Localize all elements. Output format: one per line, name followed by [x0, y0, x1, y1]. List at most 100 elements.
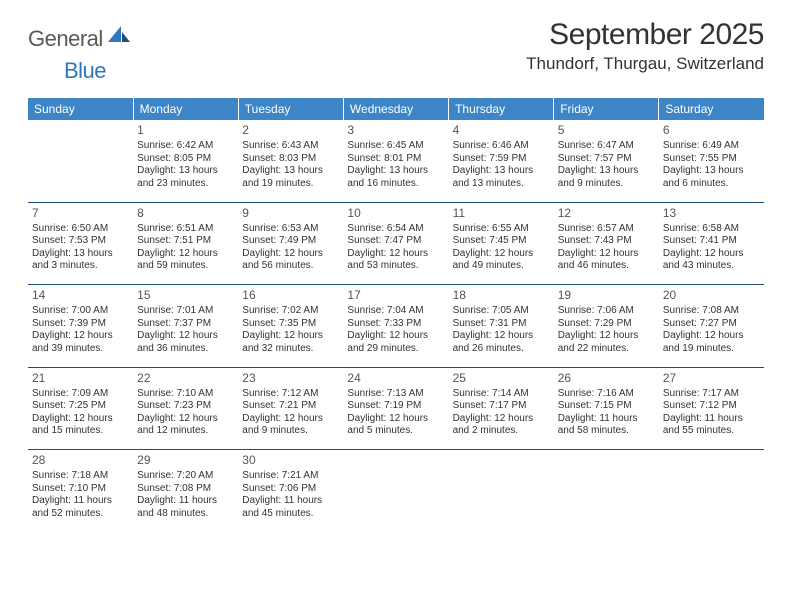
daylight: Daylight: 12 hours and 49 minutes. — [453, 248, 550, 273]
sunset: Sunset: 7:43 PM — [558, 235, 655, 248]
day-cell: 30 Sunrise: 7:21 AMSunset: 7:06 PMDayligh… — [238, 450, 343, 532]
sunrise: Sunrise: 7:21 AM — [242, 470, 339, 483]
daylight: Daylight: 12 hours and 59 minutes. — [137, 248, 234, 273]
day-cell: 1Sunrise: 6:42 AMSunset: 8:05 PMDaylight… — [133, 120, 238, 202]
sunset: Sunset: 7:33 PM — [347, 318, 444, 331]
day-number: 25 — [453, 371, 550, 386]
day-number: 8 — [137, 206, 234, 221]
sunset: Sunset: 7:51 PM — [137, 235, 234, 248]
day-header-row: SundayMondayTuesdayWednesdayThursdayFrid… — [28, 98, 764, 120]
daylight: Daylight: 13 hours and 9 minutes. — [558, 165, 655, 190]
sunrise: Sunrise: 7:18 AM — [32, 470, 129, 483]
sunset: Sunset: 7:31 PM — [453, 318, 550, 331]
sunrise: Sunrise: 7:06 AM — [558, 305, 655, 318]
day-number: 7 — [32, 206, 129, 221]
sunrise: Sunrise: 6:58 AM — [663, 223, 760, 236]
calendar-page: General September 2025 Thundorf, Thurgau… — [0, 0, 792, 532]
sunrise: Sunrise: 7:04 AM — [347, 305, 444, 318]
day-cell: 20Sunrise: 7:08 AMSunset: 7:27 PMDayligh… — [659, 285, 764, 367]
day-cell: 9Sunrise: 6:53 AMSunset: 7:49 PMDaylight… — [238, 203, 343, 285]
day-number: 12 — [558, 206, 655, 221]
day-number: 28 — [32, 453, 129, 468]
daylight: Daylight: 13 hours and 13 minutes. — [453, 165, 550, 190]
day-cell: 16Sunrise: 7:02 AMSunset: 7:35 PMDayligh… — [238, 285, 343, 367]
week-row: 1Sunrise: 6:42 AMSunset: 8:05 PMDaylight… — [28, 120, 764, 202]
day-cell: 21Sunrise: 7:09 AMSunset: 7:25 PMDayligh… — [28, 368, 133, 450]
day-cell — [28, 120, 133, 202]
sunset: Sunset: 7:21 PM — [242, 400, 339, 413]
day-cell — [449, 450, 554, 532]
sunset: Sunset: 7:29 PM — [558, 318, 655, 331]
day-number: 5 — [558, 123, 655, 138]
day-cell: 29Sunrise: 7:20 AMSunset: 7:08 PMDayligh… — [133, 450, 238, 532]
day-number: 16 — [242, 288, 339, 303]
daylight: Daylight: 12 hours and 2 minutes. — [453, 413, 550, 438]
daylight: Daylight: 12 hours and 19 minutes. — [663, 330, 760, 355]
sunset: Sunset: 7:41 PM — [663, 235, 760, 248]
sunrise: Sunrise: 7:17 AM — [663, 388, 760, 401]
sunset: Sunset: 7:12 PM — [663, 400, 760, 413]
brand-logo: General — [28, 18, 132, 52]
day-header: Monday — [133, 98, 238, 120]
day-number: 24 — [347, 371, 444, 386]
sunset: Sunset: 7:15 PM — [558, 400, 655, 413]
daylight: Daylight: 11 hours and 48 minutes. — [137, 495, 234, 520]
sunrise: Sunrise: 6:50 AM — [32, 223, 129, 236]
daylight: Daylight: 12 hours and 9 minutes. — [242, 413, 339, 438]
sunrise: Sunrise: 7:02 AM — [242, 305, 339, 318]
sunset: Sunset: 7:45 PM — [453, 235, 550, 248]
daylight: Daylight: 13 hours and 23 minutes. — [137, 165, 234, 190]
daylight: Daylight: 13 hours and 16 minutes. — [347, 165, 444, 190]
sunrise: Sunrise: 7:09 AM — [32, 388, 129, 401]
sunset: Sunset: 7:57 PM — [558, 153, 655, 166]
sunrise: Sunrise: 6:49 AM — [663, 140, 760, 153]
day-number: 10 — [347, 206, 444, 221]
day-cell: 24Sunrise: 7:13 AMSunset: 7:19 PMDayligh… — [343, 368, 448, 450]
day-number: 21 — [32, 371, 129, 386]
sunrise: Sunrise: 7:10 AM — [137, 388, 234, 401]
daylight: Daylight: 12 hours and 22 minutes. — [558, 330, 655, 355]
sunrise: Sunrise: 7:20 AM — [137, 470, 234, 483]
daylight: Daylight: 12 hours and 53 minutes. — [347, 248, 444, 273]
sunrise: Sunrise: 7:05 AM — [453, 305, 550, 318]
sunset: Sunset: 7:55 PM — [663, 153, 760, 166]
day-cell: 23Sunrise: 7:12 AMSunset: 7:21 PMDayligh… — [238, 368, 343, 450]
day-cell: 14Sunrise: 7:00 AMSunset: 7:39 PMDayligh… — [28, 285, 133, 367]
sunrise: Sunrise: 7:16 AM — [558, 388, 655, 401]
brand-part1: General — [28, 26, 103, 52]
sunrise: Sunrise: 6:43 AM — [242, 140, 339, 153]
day-number: 23 — [242, 371, 339, 386]
sunset: Sunset: 7:37 PM — [137, 318, 234, 331]
brand-sail-icon — [108, 26, 130, 49]
day-number: 2 — [242, 123, 339, 138]
day-number: 22 — [137, 371, 234, 386]
daylight: Daylight: 11 hours and 45 minutes. — [242, 495, 339, 520]
sunset: Sunset: 7:06 PM — [242, 483, 339, 496]
sunrise: Sunrise: 6:45 AM — [347, 140, 444, 153]
day-cell: 6Sunrise: 6:49 AMSunset: 7:55 PMDaylight… — [659, 120, 764, 202]
day-cell: 17Sunrise: 7:04 AMSunset: 7:33 PMDayligh… — [343, 285, 448, 367]
sunset: Sunset: 7:10 PM — [32, 483, 129, 496]
week-row: 21Sunrise: 7:09 AMSunset: 7:25 PMDayligh… — [28, 368, 764, 450]
day-cell: 26Sunrise: 7:16 AMSunset: 7:15 PMDayligh… — [554, 368, 659, 450]
day-cell: 27Sunrise: 7:17 AMSunset: 7:12 PMDayligh… — [659, 368, 764, 450]
day-number: 4 — [453, 123, 550, 138]
day-cell: 15Sunrise: 7:01 AMSunset: 7:37 PMDayligh… — [133, 285, 238, 367]
day-number: 30 — [242, 453, 339, 468]
day-header: Tuesday — [238, 98, 343, 120]
day-number: 26 — [558, 371, 655, 386]
daylight: Daylight: 12 hours and 26 minutes. — [453, 330, 550, 355]
sunset: Sunset: 8:01 PM — [347, 153, 444, 166]
week-row: 28 Sunrise: 7:18 AMSunset: 7:10 PM Dayligh… — [28, 450, 764, 532]
day-cell — [554, 450, 659, 532]
day-cell: 11Sunrise: 6:55 AMSunset: 7:45 PMDayligh… — [449, 203, 554, 285]
sunset: Sunset: 8:03 PM — [242, 153, 339, 166]
day-cell: 5Sunrise: 6:47 AMSunset: 7:57 PMDaylight… — [554, 120, 659, 202]
day-cell: 12Sunrise: 6:57 AMSunset: 7:43 PMDayligh… — [554, 203, 659, 285]
day-number: 29 — [137, 453, 234, 468]
sunset: Sunset: 7:35 PM — [242, 318, 339, 331]
sunset: Sunset: 7:39 PM — [32, 318, 129, 331]
day-cell: 3Sunrise: 6:45 AMSunset: 8:01 PMDaylight… — [343, 120, 448, 202]
day-number: 11 — [453, 206, 550, 221]
sunset: Sunset: 7:59 PM — [453, 153, 550, 166]
